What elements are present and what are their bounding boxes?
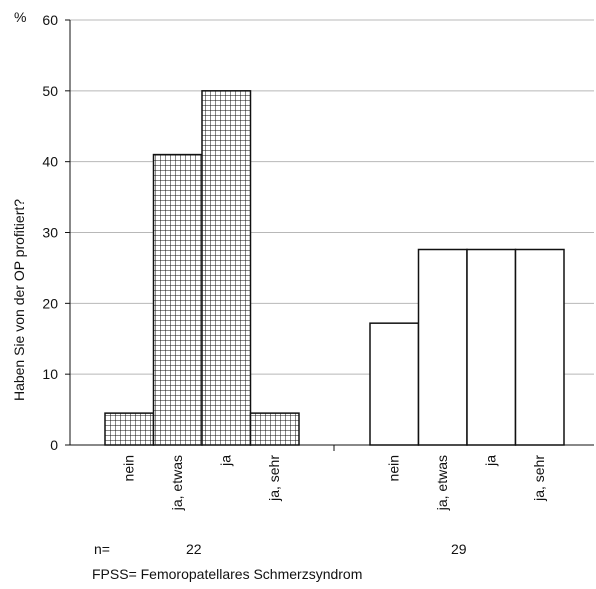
n-prefix: n= (94, 541, 110, 557)
y-tick-label: 60 (42, 12, 58, 28)
bar-1-3 (201, 90, 252, 446)
y-tick-label: 50 (42, 83, 58, 99)
bar-2-3 (466, 248, 517, 446)
x-category-label: ja (217, 455, 233, 467)
y-tick-label: 40 (42, 154, 58, 170)
x-category-label: ja, etwas (169, 455, 185, 511)
bar-1-2 (152, 153, 203, 446)
x-category-label: nein (385, 455, 401, 481)
x-category-label: ja, sehr (266, 455, 282, 502)
axes (65, 19, 594, 451)
y-tick-label: 30 (42, 225, 58, 241)
bar-1-1 (104, 412, 155, 446)
x-category-label: ja, etwas (434, 455, 450, 511)
n-value-group-2: 29 (451, 541, 467, 557)
y-tick-label: 10 (42, 366, 58, 382)
chart-labels: 0 10 20 30 40 50 60% Haben Sie von der OP profi… (11, 9, 547, 511)
bar-1-4 (249, 412, 300, 446)
x-category-label: ja, sehr (531, 455, 547, 502)
n-value-group-1: 22 (186, 541, 202, 557)
y-unit-label: % (14, 9, 26, 25)
x-category-label: nein (120, 455, 136, 481)
y-tick-label: 20 (42, 295, 58, 311)
bar-2-4 (514, 248, 565, 446)
y-tick-label: 0 (50, 437, 58, 453)
x-category-label: ja (482, 455, 498, 467)
bar-2-2 (417, 248, 468, 446)
bar-2-1 (369, 322, 420, 446)
footnote: FPSS= Femoropatellares Schmerzsyndrom (92, 566, 363, 582)
bars (104, 90, 565, 446)
y-axis-title: Haben Sie von der OP profitiert? (11, 199, 27, 401)
